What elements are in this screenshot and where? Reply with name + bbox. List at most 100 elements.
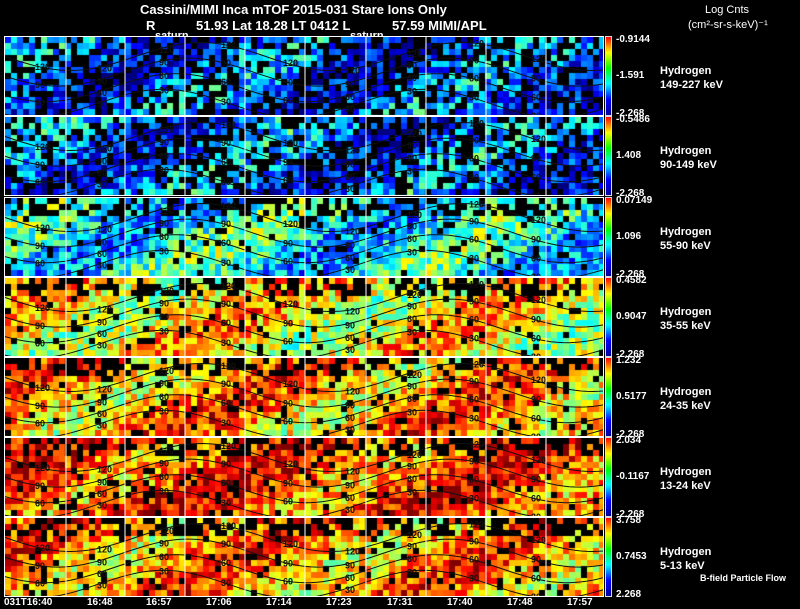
colorbar-mid-label: 0.9047 xyxy=(616,311,647,322)
contour-label: 120 xyxy=(35,303,50,313)
contour-overlay: 120 90 60 30 120 90 60 30 120 90 60 30 120 90 60 30 120 9… xyxy=(5,117,603,195)
contour-label: 120 xyxy=(221,40,236,50)
r-label: R xyxy=(146,18,156,33)
contour-label: 30 xyxy=(221,97,231,107)
contour-label: 30 xyxy=(97,341,107,351)
contour-label: 120 xyxy=(97,144,112,154)
contour-label: 90 xyxy=(221,379,231,389)
contour-label: 120 xyxy=(159,125,174,135)
contour-line xyxy=(5,249,603,276)
colorbar-max-label: -0.9144 xyxy=(616,34,650,45)
contour-label: 60 xyxy=(531,574,541,584)
contour-label: 90 xyxy=(35,321,45,331)
contour-label: 120 xyxy=(345,227,360,237)
contour-label: 120 xyxy=(221,281,236,291)
energy-range-label: 55-90 keV xyxy=(660,240,711,252)
species-label: Hydrogen xyxy=(660,386,712,398)
contour-label: 90 xyxy=(283,478,293,488)
contour-label: 30 xyxy=(469,494,479,504)
species-label: Hydrogen xyxy=(660,145,712,157)
contour-label: 120 xyxy=(97,385,112,395)
contour-label: 60 xyxy=(159,392,169,402)
contour-label: 60 xyxy=(221,157,231,167)
contour-label: 60 xyxy=(159,71,169,81)
contour-label: 90 xyxy=(531,555,541,565)
contour-label: 30 xyxy=(407,248,417,258)
contour-label: 90 xyxy=(35,160,45,170)
contour-label: 30 xyxy=(221,258,231,268)
colorbar-max-label: 0.4582 xyxy=(616,275,647,286)
contour-label: 60 xyxy=(159,552,169,562)
contour-label: 30 xyxy=(35,434,45,437)
contour-label: 90 xyxy=(283,318,293,328)
panel-label: Hydrogen 90-149 keV xyxy=(660,144,717,172)
x-tick-label: 17:31 xyxy=(387,597,413,608)
contour-label: 60 xyxy=(35,338,45,348)
spectrogram-panel: 120 90 60 30 120 90 60 30 120 90 60 30 120 90 60 30 120 9… xyxy=(4,116,604,196)
contour-label: 90 xyxy=(469,457,479,467)
energy-range-label: 13-24 keV xyxy=(660,480,711,492)
contour-label: 120 xyxy=(97,305,112,315)
contour-label: 60 xyxy=(221,318,231,328)
contour-label: 30 xyxy=(531,352,541,357)
contour-label: 120 xyxy=(407,370,422,380)
contour-label: 60 xyxy=(469,395,479,405)
contour-label: 30 xyxy=(35,514,45,517)
contour-label: 120 xyxy=(407,450,422,460)
contour-label: 30 xyxy=(407,488,417,498)
contour-label: 60 xyxy=(159,472,169,482)
panel-label: Hydrogen 149-227 keV xyxy=(660,64,723,92)
contour-label: 120 xyxy=(159,526,174,536)
contour-label: 30 xyxy=(407,568,417,578)
contour-label: 60 xyxy=(97,168,107,178)
species-label: Hydrogen xyxy=(660,546,712,558)
contour-label: 90 xyxy=(469,136,479,146)
colorbar-mid-label: 1.096 xyxy=(616,231,642,242)
contour-label: 120 xyxy=(469,39,484,49)
x-tick-label: 16:57 xyxy=(146,597,172,608)
contour-label: 90 xyxy=(407,141,417,151)
contour-label: 90 xyxy=(407,61,417,71)
contour-label: 120 xyxy=(159,366,174,376)
x-tick-label: 17:06 xyxy=(206,597,232,608)
colorbar-mid-label: 0.5177 xyxy=(616,391,647,402)
x-tick-label: 17:14 xyxy=(266,597,292,608)
contour-label: 90 xyxy=(221,138,231,148)
colorbar-max-label: -0.5486 xyxy=(616,114,650,125)
contour-label: 120 xyxy=(407,210,422,220)
contour-label: 120 xyxy=(35,383,50,393)
contour-overlay: 120 90 60 30 120 90 60 30 120 90 60 30 120 90 60 30 120 9… xyxy=(5,358,603,437)
contour-label: 60 xyxy=(221,558,231,568)
contour-label: 120 xyxy=(407,530,422,540)
chart-title: Cassini/MIMI Inca mTOF 2015-031 Stare Io… xyxy=(140,2,447,17)
contour-label: 30 xyxy=(345,265,355,275)
contour-label: 30 xyxy=(469,574,479,584)
contour-label: 60 xyxy=(35,578,45,588)
contour-label: 90 xyxy=(531,154,541,164)
species-label: Hydrogen xyxy=(660,65,712,77)
contour-label: 30 xyxy=(283,354,293,357)
contour-label: 90 xyxy=(345,79,355,89)
contour-overlay: 120 90 60 30 120 90 60 30 120 90 60 30 120 90 60 30 120 9… xyxy=(5,518,603,596)
contour-label: 90 xyxy=(221,459,231,469)
contour-label: 120 xyxy=(407,290,422,300)
contour-label: 90 xyxy=(283,77,293,87)
contour-label: 60 xyxy=(97,409,107,419)
contour-label: 30 xyxy=(407,328,417,338)
contour-label: 30 xyxy=(221,498,231,508)
colorbar-max-label: 0.07149 xyxy=(616,195,653,206)
contour-label: 60 xyxy=(97,489,107,499)
species-label: Hydrogen xyxy=(660,306,712,318)
contour-label: 90 xyxy=(35,241,45,251)
colorbar xyxy=(605,277,612,357)
contour-label: 60 xyxy=(345,172,355,182)
contour-label: 90 xyxy=(221,58,231,68)
spectrogram-panel: 120 90 60 30 120 90 60 30 120 90 60 30 120 90 60 30 120 9… xyxy=(4,437,604,517)
contour-label: 30 xyxy=(35,354,45,357)
contour-label: 30 xyxy=(531,111,541,116)
contour-label: 90 xyxy=(159,378,169,388)
contour-label: 120 xyxy=(531,455,546,465)
contour-line xyxy=(5,489,603,516)
x-tick-label: 17:23 xyxy=(326,597,352,608)
contour-label: 90 xyxy=(345,400,355,410)
